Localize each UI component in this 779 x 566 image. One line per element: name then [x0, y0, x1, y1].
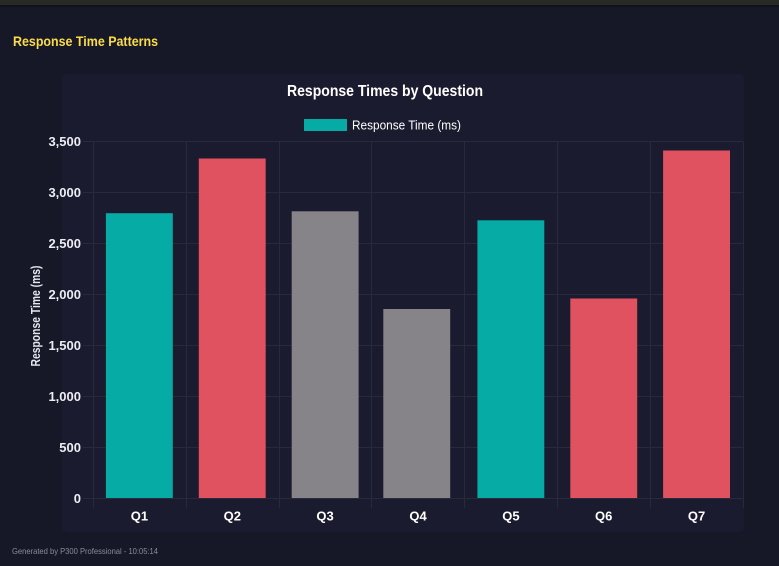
- svg-text:500: 500: [59, 440, 81, 455]
- svg-text:Generated by P300 Professional: Generated by P300 Professional - 10:05:1…: [12, 546, 158, 556]
- svg-text:3,000: 3,000: [48, 185, 81, 200]
- svg-text:2,000: 2,000: [48, 287, 81, 302]
- svg-text:1,000: 1,000: [48, 389, 81, 404]
- svg-text:2,500: 2,500: [48, 236, 81, 251]
- svg-text:Response Times by Question: Response Times by Question: [287, 83, 483, 100]
- svg-text:Q1: Q1: [131, 509, 148, 524]
- svg-text:Q7: Q7: [688, 509, 705, 524]
- svg-text:Response Time Patterns: Response Time Patterns: [13, 33, 158, 49]
- svg-text:Q5: Q5: [502, 509, 519, 524]
- svg-text:Response Time (ms): Response Time (ms): [352, 119, 461, 133]
- svg-text:0: 0: [74, 491, 81, 506]
- svg-text:3,500: 3,500: [48, 134, 81, 149]
- svg-text:1,500: 1,500: [48, 338, 81, 353]
- svg-text:Q2: Q2: [224, 509, 241, 524]
- svg-text:Q4: Q4: [409, 509, 427, 524]
- svg-text:Q6: Q6: [595, 509, 612, 524]
- svg-text:Q3: Q3: [316, 509, 333, 524]
- svg-text:Response Time (ms): Response Time (ms): [29, 266, 43, 367]
